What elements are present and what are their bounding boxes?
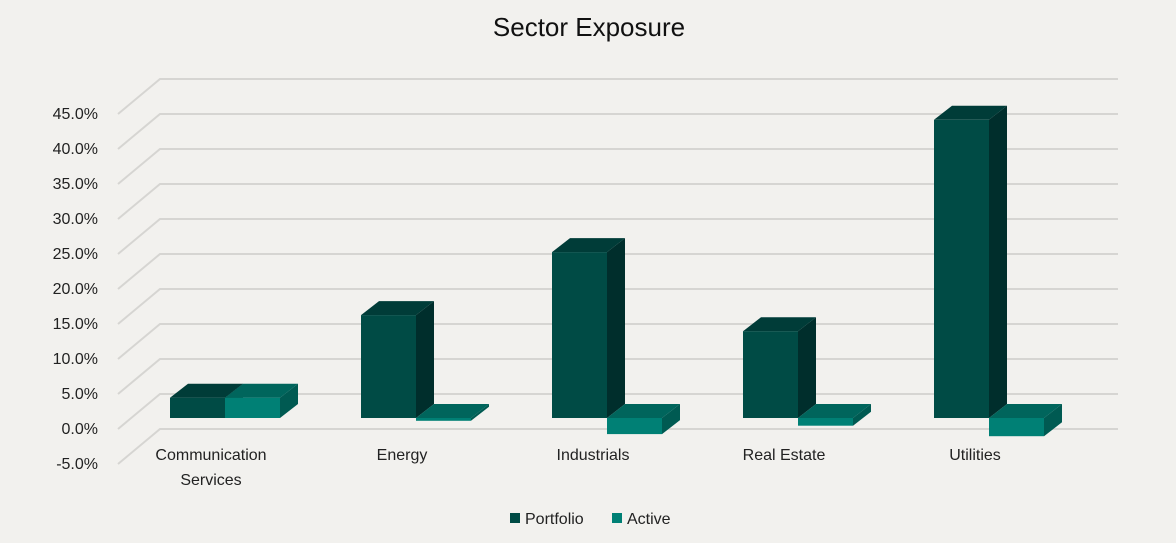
y-tick-label: 5.0%	[62, 386, 98, 403]
bar-top	[170, 383, 243, 398]
bar-top	[989, 404, 1062, 418]
legend-item-active: Active	[612, 511, 671, 528]
bar-front	[416, 418, 471, 421]
gridline	[117, 113, 1118, 150]
gridline	[117, 148, 1118, 185]
bar-top	[743, 317, 816, 332]
bar-front	[552, 252, 607, 418]
bar-front	[225, 397, 280, 418]
gridline	[117, 183, 1118, 220]
x-category-label: Real Estate	[743, 447, 826, 464]
bar-side	[798, 317, 816, 418]
bar-top	[225, 383, 298, 398]
gridline	[117, 253, 1118, 290]
bar-portfolio-2	[552, 238, 625, 418]
bar-top	[552, 238, 625, 253]
bar-side	[416, 301, 434, 418]
bar-side	[471, 404, 489, 421]
legend-label: Portfolio	[525, 511, 584, 528]
bar-top	[798, 404, 871, 418]
y-tick-label: 30.0%	[53, 211, 98, 228]
bar-side	[853, 404, 871, 426]
y-tick-label: 40.0%	[53, 141, 98, 158]
y-tick-label: 15.0%	[53, 316, 98, 333]
legend-swatch	[612, 513, 622, 523]
bar-front	[170, 397, 225, 418]
y-tick-label: 35.0%	[53, 176, 98, 193]
legend-item-portfolio: Portfolio	[510, 511, 584, 528]
bar-portfolio-1	[361, 301, 434, 418]
bar-front	[607, 418, 662, 435]
gridline	[117, 78, 1118, 115]
chart-title: Sector Exposure	[493, 12, 685, 42]
bar-front	[798, 418, 853, 426]
bar-top	[607, 404, 680, 418]
gridline	[117, 218, 1118, 255]
x-category-label: Services	[180, 472, 241, 489]
bar-side	[662, 404, 680, 435]
bar-top	[361, 301, 434, 316]
gridline	[117, 288, 1118, 325]
bar-active-0	[225, 383, 298, 418]
bar-side	[607, 238, 625, 418]
x-category-label: Utilities	[949, 447, 1001, 464]
bar-top	[934, 105, 1007, 120]
y-tick-label: 20.0%	[53, 281, 98, 298]
gridline	[117, 428, 1118, 465]
bar-side	[1044, 404, 1062, 437]
y-tick-label: 10.0%	[53, 351, 98, 368]
bar-active-1	[416, 404, 489, 421]
bar-side	[989, 105, 1007, 419]
bar-front	[989, 418, 1044, 437]
y-tick-label: -5.0%	[56, 456, 98, 473]
y-tick-label: 0.0%	[62, 421, 98, 438]
y-tick-label: 45.0%	[53, 106, 98, 123]
bar-front	[934, 119, 989, 419]
x-category-label: Industrials	[557, 447, 630, 464]
bar-active-3	[798, 404, 871, 426]
bar-portfolio-4	[934, 105, 1007, 419]
bar-side	[280, 383, 298, 418]
y-tick-label: 25.0%	[53, 246, 98, 263]
bar-active-2	[607, 404, 680, 435]
bar-active-4	[989, 404, 1062, 437]
bar-front	[361, 315, 416, 418]
x-category-label: Energy	[377, 447, 428, 464]
bar-top	[416, 404, 489, 418]
bar-front	[743, 331, 798, 418]
bar-portfolio-3	[743, 317, 816, 418]
legend-swatch	[510, 513, 520, 523]
legend-label: Active	[627, 511, 671, 528]
x-category-label: Communication	[155, 447, 266, 464]
